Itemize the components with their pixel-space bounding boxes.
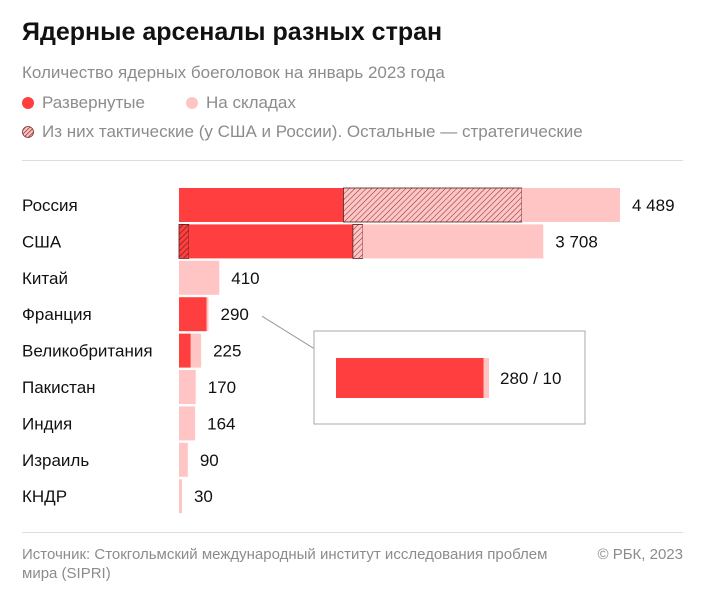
inset-bar-deployed (336, 358, 484, 398)
bar-stored_tactical (343, 187, 523, 223)
category-label: Великобритания (22, 342, 153, 361)
total-label: 4 489 (632, 196, 675, 215)
legend-tactical-label: Из них тактические (у США и России). Ост… (42, 122, 583, 141)
bar-chart: Россия 4 489 США 3 708 Китай 410 Франция 290 Вел… (22, 187, 675, 514)
bar-stored_strategic (179, 406, 196, 441)
bar-stored_strategic (179, 370, 196, 404)
copyright: © РБК, 2023 (597, 546, 683, 563)
inset-label: 280 / 10 (500, 369, 561, 388)
legend-deployed: Развернутые (22, 93, 145, 113)
category-label: Индия (22, 414, 72, 433)
total-label: 290 (221, 305, 249, 324)
category-label: Пакистан (22, 378, 96, 397)
legend-tactical: Из них тактические (у США и России). Ост… (22, 122, 583, 142)
page-title: Ядерные арсеналы разных стран (22, 18, 443, 46)
bar-stored_strategic (179, 260, 220, 295)
category-label: Россия (22, 196, 78, 215)
bar-deployed_strategic (188, 224, 353, 259)
total-label: 3 708 (555, 232, 598, 251)
inset-bar-stored (483, 358, 489, 398)
bar-stored_strategic (179, 479, 182, 514)
stored-swatch-icon (186, 97, 198, 109)
bar-deployed_strategic (179, 188, 344, 222)
category-label: Франция (22, 305, 92, 324)
deployed-swatch-icon (22, 97, 34, 109)
divider-top (22, 160, 683, 161)
bar-stored_strategic (206, 297, 209, 332)
bar-stored_tactical (352, 223, 364, 259)
bar-deployed_strategic (179, 333, 191, 368)
category-label: Китай (22, 269, 68, 288)
divider-bottom (22, 532, 683, 533)
total-label: 30 (194, 487, 213, 506)
bar-deployed_tactical (178, 223, 190, 259)
category-label: Израиль (22, 451, 89, 470)
inset-leader-line (261, 315, 316, 350)
legend-stored-label: На складах (206, 93, 296, 112)
bar-deployed_strategic (179, 297, 207, 332)
category-label: США (22, 232, 62, 251)
legend-stored: На складах (186, 93, 296, 113)
total-label: 410 (231, 269, 259, 288)
total-label: 90 (200, 451, 219, 470)
source-note: Источник: Стокгольмский международный ин… (22, 546, 548, 582)
subtitle: Количество ядерных боеголовок на январь … (22, 63, 445, 82)
total-label: 164 (207, 414, 235, 433)
legend-deployed-label: Развернутые (42, 93, 145, 112)
total-label: 225 (213, 342, 241, 361)
bar-stored_strategic (179, 442, 188, 477)
category-label: КНДР (22, 487, 67, 506)
bar-stored_strategic (362, 224, 544, 259)
total-label: 170 (208, 378, 236, 397)
tactical-swatch-icon (22, 126, 34, 138)
bar-stored_strategic (190, 333, 202, 368)
bar-stored_strategic (521, 188, 620, 222)
